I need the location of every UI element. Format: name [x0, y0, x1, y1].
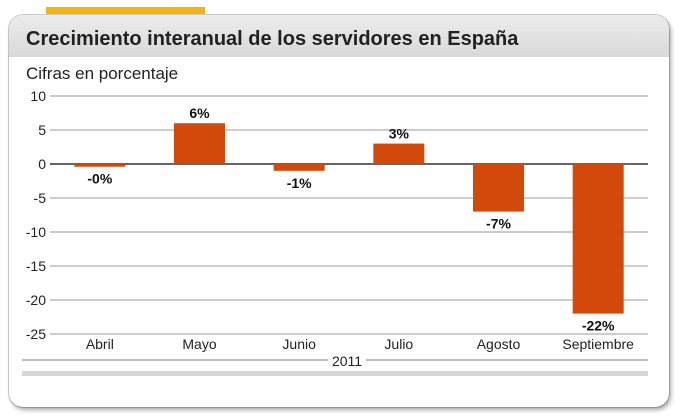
- x-tick-labels: Abril Mayo Junio Julio Agosto Septiembre: [86, 336, 634, 352]
- x-tick-label-mayo: Mayo: [182, 336, 216, 352]
- data-label-julio: 3%: [389, 126, 410, 142]
- chart-title: Crecimiento interanual de los servidores…: [26, 28, 519, 50]
- y-tick-label: 5: [38, 122, 46, 138]
- bar-agosto: [473, 164, 524, 212]
- data-label-septiembre: -22%: [582, 318, 615, 334]
- bar-mayo: [174, 123, 225, 164]
- bar-julio: [373, 143, 425, 164]
- data-label-junio: -1%: [287, 175, 312, 191]
- x-tick-label-julio: Julio: [384, 336, 413, 352]
- gridlines: [50, 95, 648, 335]
- x-tick-label-abril: Abril: [86, 336, 114, 352]
- bars: [74, 123, 624, 314]
- x-group-label: 2011: [332, 353, 362, 369]
- bar-abril: [74, 164, 126, 167]
- y-tick-label: -5: [34, 190, 47, 206]
- bar-septiembre: [572, 164, 624, 314]
- data-label-agosto: -7%: [486, 216, 511, 232]
- y-tick-label: 10: [30, 88, 46, 104]
- bar-junio: [273, 164, 325, 171]
- title-band: [9, 15, 669, 57]
- data-label-abril: -0%: [87, 171, 112, 187]
- bottom-rule: [22, 371, 648, 376]
- y-tick-label: 0: [38, 156, 46, 172]
- y-tick-labels: 10 5 0 -5 -10 -15 -20 -25: [26, 88, 46, 342]
- y-tick-label: -15: [26, 258, 46, 274]
- y-tick-label: -10: [26, 224, 46, 240]
- y-tick-label: -25: [26, 326, 46, 342]
- x-tick-label-agosto: Agosto: [477, 336, 521, 352]
- x-tick-label-junio: Junio: [282, 336, 316, 352]
- x-group-axis: 2011: [22, 353, 648, 376]
- x-tick-label-septiembre: Septiembre: [562, 336, 634, 352]
- y-tick-label: -20: [26, 292, 46, 308]
- chart-card: Crecimiento interanual de los servidores…: [9, 15, 669, 407]
- data-label-mayo: 6%: [189, 105, 210, 121]
- data-labels: -0% 6% -1% 3% -7% -22%: [87, 105, 615, 333]
- chart-subtitle: Cifras en porcentaje: [26, 64, 179, 83]
